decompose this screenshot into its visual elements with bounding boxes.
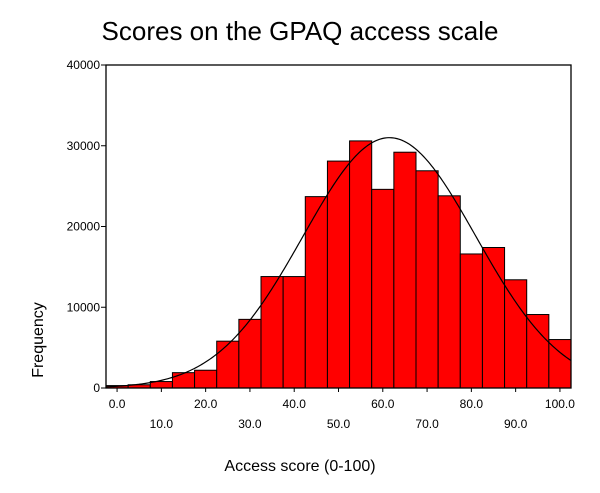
x-tick-label: 60.0 xyxy=(371,397,395,411)
y-tick-label: 20000 xyxy=(67,220,101,234)
y-tick-label: 40000 xyxy=(67,58,101,72)
histogram-bar xyxy=(349,140,373,389)
x-tick-label: 10.0 xyxy=(150,417,174,431)
x-tick-label: 20.0 xyxy=(194,397,218,411)
x-tick-label: 40.0 xyxy=(283,397,307,411)
x-tick-label: 90.0 xyxy=(504,417,528,431)
chart-title: Scores on the GPAQ access scale xyxy=(101,16,499,46)
y-tick-label: 10000 xyxy=(67,300,101,314)
histogram-bar xyxy=(216,340,240,389)
histogram-bar xyxy=(504,279,528,389)
histogram-bar xyxy=(326,160,351,389)
histogram-bar xyxy=(282,276,306,389)
x-tick-label: 50.0 xyxy=(327,417,351,431)
normal-curve xyxy=(105,137,572,388)
y-axis-label: Frequency xyxy=(30,302,47,378)
x-tick-label: 30.0 xyxy=(238,417,262,431)
histogram-bar xyxy=(371,188,395,389)
histogram-bar xyxy=(393,151,417,389)
histogram-bar xyxy=(194,369,218,389)
histogram-bar xyxy=(415,170,439,389)
tick-layer: 0 10000 20000 30000 40000 0.0 20.0 40.0 60.0 80.0… xyxy=(67,58,576,431)
x-tick-label: 100.0 xyxy=(545,397,575,411)
x-axis-label: Access score (0-100) xyxy=(224,458,376,475)
normal-curve-layer xyxy=(105,137,572,388)
y-tick-label: 0 xyxy=(93,381,100,395)
y-tick-label: 30000 xyxy=(67,139,101,153)
histogram-bar xyxy=(548,339,572,389)
histogram-bar xyxy=(437,195,461,389)
x-tick-label: 80.0 xyxy=(460,397,484,411)
histogram-bar xyxy=(481,247,506,389)
histogram-bar xyxy=(526,314,550,389)
histogram-bar xyxy=(171,372,196,389)
x-tick-label: 70.0 xyxy=(415,417,439,431)
histogram-bar xyxy=(260,276,284,389)
histogram-bar xyxy=(459,253,483,389)
x-tick-label: 0.0 xyxy=(109,397,126,411)
